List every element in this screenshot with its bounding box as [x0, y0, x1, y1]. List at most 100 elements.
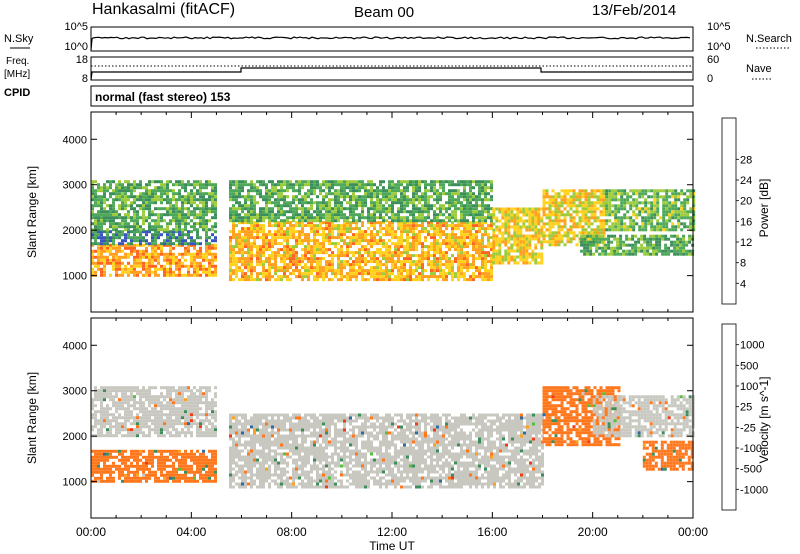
power-cell [133, 273, 136, 277]
power-cell [602, 219, 606, 223]
power-cell [498, 258, 502, 262]
power-cell [310, 192, 313, 196]
power-cell [463, 186, 466, 190]
power-cell [313, 186, 316, 190]
power-cell [214, 213, 217, 217]
power-cell [519, 237, 523, 241]
power-cell [578, 231, 582, 235]
power-cell [91, 249, 94, 253]
power-cell [229, 275, 232, 279]
power-cell [211, 192, 214, 196]
power-cell [596, 189, 600, 193]
power-cell [683, 201, 687, 205]
power-cell [595, 237, 599, 241]
power-cell [328, 224, 331, 228]
velocity-cell [127, 467, 130, 471]
power-cell [121, 204, 124, 208]
power-cell [313, 201, 316, 205]
velocity-cell [163, 476, 166, 480]
power-cell [307, 260, 310, 264]
power-cell [106, 236, 109, 240]
power-cell [355, 186, 358, 190]
power-cell [542, 225, 546, 229]
power-cell [100, 198, 103, 202]
velocity-cell [214, 449, 217, 453]
power-cell [388, 272, 391, 276]
power-cell [469, 192, 472, 196]
power-cell [513, 234, 517, 238]
nave-label: Nave [746, 63, 772, 75]
velocity-cell [115, 428, 118, 432]
power-cell [418, 186, 421, 190]
power-cell [352, 207, 355, 211]
power-cell [229, 245, 232, 249]
power-cell [307, 239, 310, 243]
power-cell [94, 216, 97, 220]
power-cell [614, 225, 618, 229]
power-cell [504, 258, 508, 262]
velocity-cell [199, 458, 202, 462]
power-cell [337, 204, 340, 208]
power-cell [202, 201, 205, 205]
power-cell [124, 270, 127, 274]
power-cell [343, 224, 346, 228]
power-cell [295, 230, 298, 234]
power-cell [100, 233, 103, 237]
velocity-cell [91, 425, 94, 429]
power-cell [238, 183, 241, 187]
power-cell [424, 192, 427, 196]
power-cell [91, 258, 94, 262]
power-cell [557, 213, 561, 217]
power-cell [352, 221, 355, 225]
power-cell [481, 216, 484, 220]
power-cell [400, 180, 403, 184]
power-cell [328, 186, 331, 190]
power-cell [421, 219, 424, 223]
power-cell [519, 231, 523, 235]
power-cell [211, 270, 214, 274]
power-cell [139, 252, 142, 256]
power-cell [608, 195, 612, 199]
power-cell [112, 207, 115, 211]
power-cell [415, 186, 418, 190]
power-cell [673, 243, 677, 247]
power-cell [298, 201, 301, 205]
power-cell [595, 249, 599, 253]
power-cell [409, 242, 412, 246]
velocity-cell [157, 461, 160, 465]
velocity-cell [121, 473, 124, 477]
power-cell [145, 195, 148, 199]
velocity-cell [97, 464, 100, 468]
power-cell [244, 213, 247, 217]
power-cell [250, 272, 253, 276]
power-cell [448, 180, 451, 184]
power-cell [400, 251, 403, 255]
power-cell [436, 201, 439, 205]
power-cell [528, 228, 532, 232]
power-cell [358, 263, 361, 267]
power-cell [644, 192, 648, 196]
power-cell [599, 201, 603, 205]
power-cell [298, 275, 301, 279]
power-cell [448, 242, 451, 246]
power-cell [202, 225, 205, 229]
power-cell [451, 189, 454, 193]
power-cell [310, 239, 313, 243]
power-cell [656, 207, 660, 211]
power-cell [673, 240, 677, 244]
velocity-cell [178, 464, 181, 468]
power-cell [304, 245, 307, 249]
power-cell [130, 219, 133, 223]
power-cell [181, 252, 184, 256]
power-cell [148, 207, 151, 211]
power-cell [160, 267, 163, 271]
power-cell [481, 257, 484, 261]
power-cell [487, 210, 490, 214]
power-cell [94, 242, 97, 246]
power-cell [463, 204, 466, 208]
power-cell [406, 272, 409, 276]
power-cell [599, 228, 603, 232]
power-cell [100, 236, 103, 240]
power-cell [202, 252, 205, 256]
power-cell [490, 198, 493, 202]
